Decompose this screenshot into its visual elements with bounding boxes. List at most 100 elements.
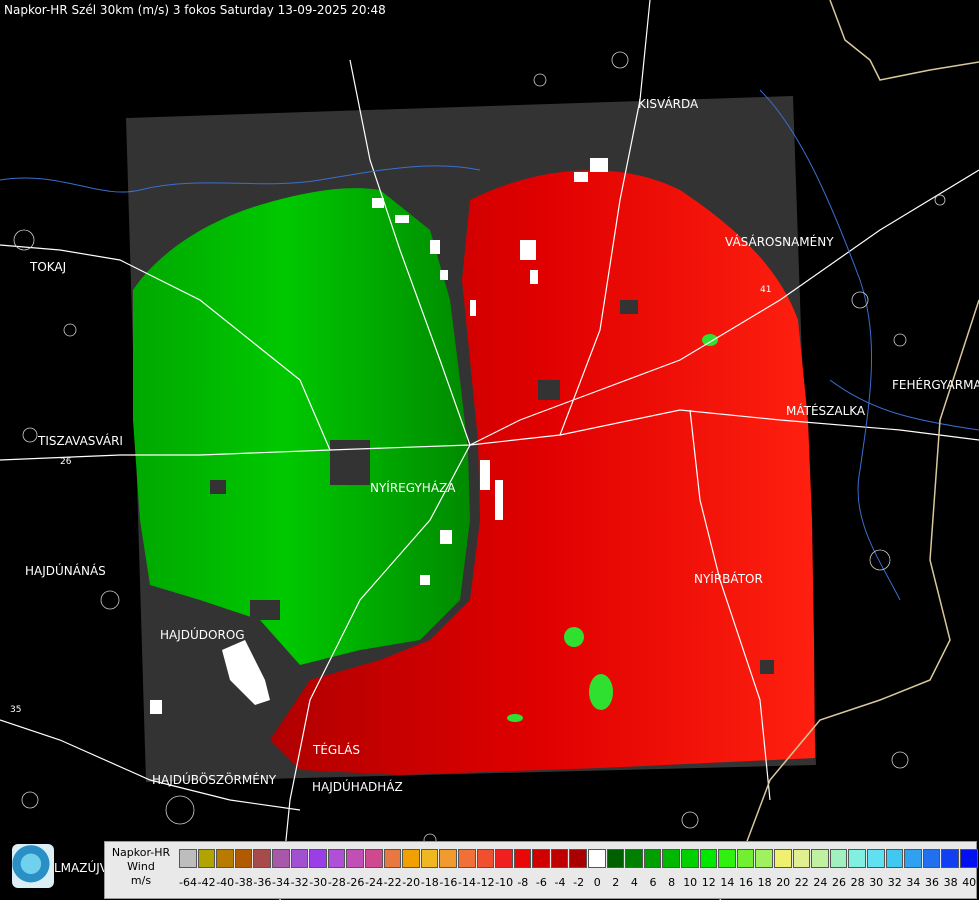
- legend-swatch: [495, 849, 513, 868]
- legend-tick-label: -64: [179, 876, 197, 889]
- map-title: Napkor-HR Szél 30km (m/s) 3 fokos Saturd…: [4, 3, 386, 17]
- legend-swatch: [643, 849, 662, 868]
- place-label-nyirbator: NYÍRBÁTOR: [694, 572, 763, 586]
- legend-swatch: [774, 849, 792, 868]
- road-label-41: 41: [760, 285, 771, 295]
- legend-swatch: [327, 849, 346, 868]
- legend-tick-label: -12: [476, 876, 495, 889]
- legend-tick-label: -32: [290, 876, 309, 889]
- legend-swatch: [197, 849, 216, 868]
- legend-tick-label: -20: [402, 876, 421, 889]
- legend-swatch: [681, 849, 699, 868]
- legend-tick-label: -24: [365, 876, 383, 889]
- legend-tick-label: 16: [739, 876, 753, 889]
- legend-tick-label: -40: [216, 876, 235, 889]
- place-label-nyiregyhaza: NYÍREGYHÁZA: [370, 481, 456, 495]
- legend-swatch: [439, 849, 457, 868]
- legend-tick-label: -2: [573, 876, 585, 889]
- legend-tick-label: 32: [887, 876, 902, 889]
- road-label-35: 35: [10, 705, 21, 715]
- legend-swatch: [811, 849, 829, 868]
- legend-tick-label: 40: [962, 876, 977, 889]
- legend-tick-label: 26: [832, 876, 846, 889]
- place-label-hajdudorog: HAJDÚDOROG: [160, 628, 245, 642]
- legend-swatch: [513, 849, 532, 868]
- legend-tick-label: -22: [383, 876, 402, 889]
- legend-tick-label: -36: [253, 876, 272, 889]
- place-label-tiszavasvari: TISZAVASVÁRI: [38, 434, 123, 448]
- legend-swatch: [588, 849, 606, 868]
- legend-swatch: [420, 849, 439, 868]
- legend-swatch: [234, 849, 253, 868]
- legend-swatch: [402, 849, 420, 868]
- green-cells: [507, 334, 718, 722]
- legend-tick-label: 22: [794, 876, 809, 889]
- legend-swatch: [922, 849, 941, 868]
- legend-swatch: [569, 849, 588, 868]
- legend-tick-label: -10: [495, 876, 514, 889]
- place-label-fehergyarmat: FEHÉRGYARMA: [892, 378, 979, 392]
- legend-tick-label: 6: [649, 876, 657, 889]
- legend-swatch: [253, 849, 271, 868]
- legend-swatch: [346, 849, 364, 868]
- legend-swatch: [866, 849, 885, 868]
- legend-tick-label: -18: [420, 876, 439, 889]
- clutter-speckles: [150, 158, 608, 714]
- legend-tick-label: -28: [327, 876, 346, 889]
- settlement-outlines: [13, 51, 946, 847]
- legend-swatch: [625, 849, 643, 868]
- road-label-26: 26: [60, 457, 72, 467]
- legend-swatch: [532, 849, 550, 868]
- legend-swatch: [383, 849, 402, 868]
- legend-swatch: [476, 849, 495, 868]
- legend-tick-label: 0: [593, 876, 601, 889]
- legend-swatch: [755, 849, 773, 868]
- legend-swatch: [848, 849, 866, 868]
- legend-line-2: Wind: [127, 860, 155, 873]
- legend-tick-label: 20: [776, 876, 791, 889]
- legend-swatch: [792, 849, 811, 868]
- legend-tick-label: -14: [458, 876, 476, 889]
- legend-swatch: [271, 849, 290, 868]
- place-label-tokaj: TOKAJ: [30, 260, 67, 274]
- legend-swatch: [829, 849, 848, 868]
- legend-swatch: [606, 849, 625, 868]
- legend-tick-label: -30: [309, 876, 328, 889]
- legend-tick-label: -42: [197, 876, 216, 889]
- place-label-hajduboszormeny: HAJDÚBÖSZÖRMÉNY: [152, 773, 277, 787]
- legend-line-3: m/s: [130, 874, 152, 887]
- place-label-hajduhadhaz: HAJDÚHADHÁZ: [312, 780, 403, 794]
- place-label-teglas: TÉGLÁS: [313, 743, 360, 757]
- legend-tick-label: -34: [272, 876, 290, 889]
- legend-swatch: [364, 849, 383, 868]
- river-network: [0, 89, 979, 601]
- legend-swatch: [941, 849, 959, 868]
- legend-title: Napkor-HR Wind m/s: [105, 846, 177, 888]
- legend-ticks: -64 -42 -40 -38 -36 -34 -32 -30 -28 -26 -24 -22 -20-…: [179, 876, 976, 892]
- place-label-mateszalka: MÁTÉSZALKA: [786, 404, 866, 418]
- legend-swatch: [290, 849, 309, 868]
- place-label-hajdunanas: HAJDÚNÁNÁS: [25, 564, 106, 578]
- legend-tick-label: -8: [517, 876, 529, 889]
- legend-tick-label: 8: [668, 876, 676, 889]
- wind-receding-region: [270, 170, 815, 775]
- legend-swatch: [457, 849, 476, 868]
- legend-tick-label: 38: [943, 876, 958, 889]
- legend-tick-label: 10: [683, 876, 698, 889]
- legend-swatches: [179, 849, 979, 869]
- legend-tick-label: -6: [535, 876, 547, 889]
- legend-line-1: Napkor-HR: [111, 846, 171, 859]
- legend-tick-label: 18: [757, 876, 772, 889]
- county-border: [719, 0, 979, 900]
- legend-swatch: [959, 849, 978, 868]
- legend-tick-label: 12: [701, 876, 716, 889]
- legend-swatch: [699, 849, 718, 868]
- wind-approaching-region: [133, 188, 470, 665]
- legend-swatch: [662, 849, 681, 868]
- legend-swatch: [309, 849, 327, 868]
- legend-tick-label: -4: [554, 876, 566, 889]
- legend-tick-label: -26: [346, 876, 365, 889]
- place-label-kisvarda: KISVÁRDA: [638, 97, 699, 111]
